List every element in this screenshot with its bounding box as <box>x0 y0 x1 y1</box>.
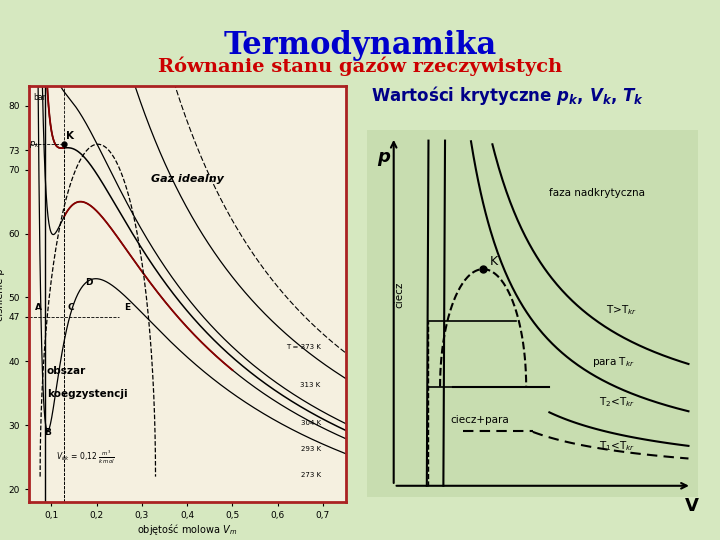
Text: 293 K: 293 K <box>300 446 320 452</box>
Text: T = 373 K: T = 373 K <box>286 343 320 350</box>
Text: p: p <box>377 148 390 166</box>
Text: Termodynamika: Termodynamika <box>223 30 497 60</box>
Text: koegzystencji: koegzystencji <box>47 389 127 399</box>
Text: ciecz+para: ciecz+para <box>450 415 509 426</box>
Text: bar: bar <box>33 93 46 102</box>
Text: para T$_{kr}$: para T$_{kr}$ <box>593 355 635 369</box>
Text: A: A <box>35 303 42 312</box>
Text: E: E <box>124 303 130 312</box>
Text: $p_k$: $p_k$ <box>30 139 40 150</box>
Text: T$_1$<T$_{kr}$: T$_1$<T$_{kr}$ <box>599 439 635 453</box>
Y-axis label: ciśnienie p: ciśnienie p <box>0 268 6 321</box>
Text: K: K <box>490 255 498 268</box>
Text: V: V <box>685 497 699 515</box>
Text: obszar: obszar <box>47 366 86 376</box>
Text: D: D <box>86 278 93 287</box>
Text: K: K <box>66 131 74 141</box>
X-axis label: objętość molowa $V_m$
$\frac{m^3}{k\,mol}$: objętość molowa $V_m$ $\frac{m^3}{k\,mol… <box>137 522 238 540</box>
Text: faza nadkrytyczna: faza nadkrytyczna <box>549 188 645 198</box>
Text: 273 K: 273 K <box>300 471 320 477</box>
Text: $V_{irk}$ = 0,12 $\frac{m^3}{k\,mol}$: $V_{irk}$ = 0,12 $\frac{m^3}{k\,mol}$ <box>56 449 114 467</box>
Text: 304 K: 304 K <box>300 421 320 427</box>
Text: ciecz: ciecz <box>395 282 405 308</box>
Text: Równanie stanu gazów rzeczywistych: Równanie stanu gazów rzeczywistych <box>158 57 562 76</box>
Text: Wartości krytyczne $\bfit{p}_k$, $\bfit{V}_k$, $\bfit{T}_k$: Wartości krytyczne $\bfit{p}_k$, $\bfit{… <box>371 84 644 107</box>
Text: 313 K: 313 K <box>300 382 320 388</box>
Text: Gaz idealny: Gaz idealny <box>151 174 224 184</box>
Text: T>T$_{kr}$: T>T$_{kr}$ <box>606 303 636 317</box>
Text: T$_2$<T$_{kr}$: T$_2$<T$_{kr}$ <box>599 395 635 409</box>
Text: B: B <box>44 428 50 437</box>
FancyBboxPatch shape <box>367 130 698 497</box>
Text: C: C <box>67 303 74 312</box>
